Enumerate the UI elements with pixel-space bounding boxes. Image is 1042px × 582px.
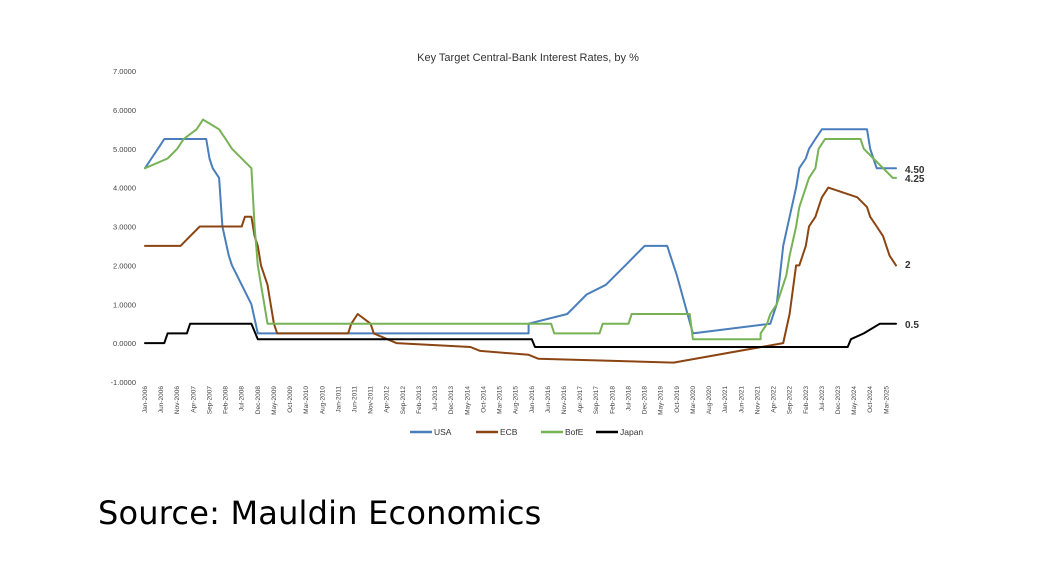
x-tick-label: Jan-2016	[529, 386, 536, 413]
x-tick-label: Sep-2012	[400, 386, 407, 415]
end-label-japan: 0.5	[905, 320, 919, 331]
x-tick-label: Sep-2007	[206, 386, 213, 415]
x-tick-label: Jul-2023	[819, 386, 826, 411]
legend-label: ECB	[500, 427, 518, 437]
legend-item-ecb: ECB	[476, 427, 518, 437]
series-line-bofe	[144, 118, 897, 341]
legend-label: USA	[434, 427, 452, 437]
end-label-usa: 4.50	[905, 165, 925, 176]
y-tick-label: 3.0000	[113, 223, 136, 232]
y-tick-label: 1.0000	[113, 300, 136, 309]
x-tick-label: Sep-2017	[593, 386, 600, 415]
legend-item-bofe: BofE	[541, 427, 584, 437]
y-tick-label: 4.0000	[113, 184, 136, 193]
x-tick-label: Mar-2020	[690, 386, 697, 414]
x-tick-label: Aug-2010	[319, 386, 326, 415]
series-line-japan	[144, 322, 897, 348]
x-tick-label: May-2014	[464, 386, 471, 415]
x-tick-label: Jan-2006	[142, 386, 149, 413]
x-tick-label: Dec-2018	[642, 386, 649, 415]
x-tick-label: Mar-2015	[497, 386, 504, 414]
x-tick-label: Jan-2011	[335, 386, 342, 413]
x-tick-label: Mar-2010	[303, 386, 310, 414]
x-tick-label: Jul-2008	[239, 386, 246, 411]
x-tick-label: Dec-2023	[835, 386, 842, 415]
end-label-ecb: 2	[905, 260, 911, 271]
x-tick-label: Mar-2025	[883, 386, 890, 414]
legend-label: Japan	[620, 427, 643, 437]
x-tick-label: Jul-2018	[625, 386, 632, 411]
x-tick-label: Jan-2021	[722, 386, 729, 413]
y-tick-label: 0.0000	[113, 339, 136, 348]
x-tick-label: Aug-2015	[513, 386, 520, 415]
x-tick-label: May-2019	[658, 386, 665, 415]
x-tick-label: Feb-2008	[223, 386, 230, 414]
end-label-bofe: 4.25	[905, 174, 925, 185]
legend-item-japan: Japan	[596, 427, 643, 437]
y-tick-label: 7.0000	[113, 67, 136, 76]
x-tick-label: Aug-2020	[706, 386, 713, 415]
series-line-usa	[144, 128, 897, 335]
x-tick-label: Oct-2024	[867, 386, 874, 413]
x-tick-label: Oct-2014	[480, 386, 487, 413]
y-tick-label: -1.0000	[111, 378, 136, 387]
x-tick-label: Jun-2006	[158, 386, 165, 413]
legend-item-usa: USA	[410, 427, 452, 437]
legend-label: BofE	[565, 427, 584, 437]
x-tick-label: Oct-2009	[287, 386, 294, 413]
x-tick-label: May-2024	[851, 386, 858, 415]
series-layer	[144, 118, 897, 364]
x-tick-label: Feb-2018	[609, 386, 616, 414]
x-tick-label: Feb-2013	[416, 386, 423, 414]
line-chart: Key Target Central-Bank Interest Rates, …	[111, 52, 925, 437]
source-caption: Source: Mauldin Economics	[98, 494, 542, 532]
x-tick-label: Dec-2008	[255, 386, 262, 415]
x-tick-label: Jun-2021	[738, 386, 745, 413]
x-tick-label: Nov-2011	[368, 386, 375, 414]
x-tick-label: Sep-2022	[787, 386, 794, 415]
end-labels: 4.50 2 4.25 0.5	[905, 165, 925, 331]
y-axis: 7.0000 6.0000 5.0000 4.0000 3.0000 2.0000 1.00…	[111, 67, 136, 387]
series-line-ecb	[144, 186, 897, 364]
x-axis: Jan-2006 Jun-2006 Nov-2006 Apr-2007 Sep-2007…	[142, 386, 890, 415]
x-tick-label: Jun-2011	[352, 386, 359, 413]
x-tick-label: May-2009	[271, 386, 278, 415]
x-tick-label: Apr-2022	[771, 386, 778, 413]
y-tick-label: 6.0000	[113, 106, 136, 115]
x-tick-label: Oct-2019	[674, 386, 681, 413]
x-tick-label: Apr-2017	[577, 386, 584, 413]
x-tick-label: Feb-2023	[803, 386, 810, 414]
y-tick-label: 5.0000	[113, 145, 136, 154]
x-tick-label: Nov-2006	[174, 386, 181, 415]
x-tick-label: Dec-2013	[448, 386, 455, 415]
x-tick-label: Nov-2021	[754, 386, 761, 415]
legend: USA ECB BofE Japan	[410, 427, 643, 437]
chart-title: Key Target Central-Bank Interest Rates, …	[417, 52, 639, 64]
x-tick-label: Apr-2007	[190, 386, 197, 413]
x-tick-label: Nov-2016	[561, 386, 568, 415]
x-tick-label: Apr-2012	[384, 386, 391, 413]
x-tick-label: Jul-2013	[432, 386, 439, 411]
x-tick-label: Jun-2016	[545, 386, 552, 413]
y-tick-label: 2.0000	[113, 261, 136, 270]
